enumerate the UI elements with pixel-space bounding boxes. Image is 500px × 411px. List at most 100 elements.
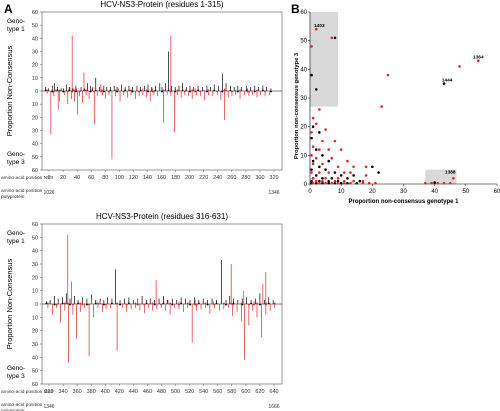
baseline-dot bbox=[169, 302, 171, 305]
x-tick-label: 120 bbox=[129, 175, 138, 181]
baseline-dot bbox=[72, 303, 74, 306]
scatter-point bbox=[333, 179, 337, 183]
baseline-dot bbox=[52, 90, 55, 93]
scatter-point bbox=[324, 176, 327, 180]
x-tick-label: 50 bbox=[462, 189, 469, 195]
scatter-point bbox=[327, 179, 331, 183]
baseline-dot bbox=[194, 303, 197, 306]
scatter-point bbox=[352, 165, 355, 169]
scatter-point bbox=[380, 105, 383, 108]
scatter-point bbox=[324, 168, 327, 171]
baseline-dot bbox=[145, 302, 148, 305]
scatter-point bbox=[430, 181, 433, 185]
scatter-point bbox=[349, 171, 352, 174]
x-axis-row1-label: amino-acid position NS3 bbox=[1, 389, 53, 395]
scatter-point bbox=[355, 181, 359, 185]
baseline-dot bbox=[94, 89, 97, 92]
baseline-dot bbox=[74, 90, 77, 93]
y-tick-label: 40 bbox=[300, 67, 307, 73]
baseline-dot bbox=[273, 302, 276, 305]
baseline-dot bbox=[99, 302, 102, 305]
baseline-dot bbox=[222, 302, 225, 305]
baseline-dot bbox=[139, 89, 142, 92]
baseline-dot bbox=[253, 90, 256, 93]
x-tick-label: 420 bbox=[115, 389, 124, 395]
scatter-point bbox=[333, 36, 337, 40]
x-tick-label: 340 bbox=[58, 389, 67, 395]
scatter-point bbox=[342, 181, 346, 185]
y-tick-label: 60 bbox=[32, 222, 38, 228]
polyprotein-end-label: 1346 bbox=[268, 190, 279, 196]
scatter-point bbox=[330, 176, 334, 180]
baseline-dot bbox=[250, 302, 252, 305]
baseline-dot bbox=[216, 90, 219, 93]
baseline-dot bbox=[264, 90, 266, 93]
baseline-dot bbox=[239, 89, 241, 92]
baseline-dot bbox=[134, 302, 137, 305]
baseline-dot bbox=[111, 302, 113, 305]
scatter-point bbox=[361, 181, 365, 185]
point-annotation: 1403 bbox=[314, 23, 325, 29]
scatter-point bbox=[448, 181, 452, 185]
scatter-point bbox=[311, 159, 315, 163]
baseline-dot bbox=[231, 90, 233, 93]
scatter-point bbox=[314, 148, 318, 151]
y-tick-label: 10 bbox=[32, 102, 38, 108]
x-tick-label: 100 bbox=[115, 175, 124, 181]
scatter-point bbox=[352, 179, 355, 183]
scatter-point bbox=[318, 131, 321, 134]
y-tick-label: 50 bbox=[300, 39, 307, 45]
y-tick-label: 20 bbox=[32, 115, 38, 121]
scatter-point bbox=[377, 171, 380, 174]
x-axis-row2-label-line1: amino-acid position bbox=[1, 188, 43, 194]
baseline-dot bbox=[178, 89, 180, 92]
baseline-dot bbox=[213, 303, 216, 306]
scatter-point bbox=[342, 179, 346, 183]
baseline-dot bbox=[204, 302, 207, 305]
y-tick-label: 0 bbox=[304, 182, 308, 188]
scatter-point bbox=[333, 181, 337, 185]
baseline-dot bbox=[46, 302, 49, 305]
baseline-dot bbox=[143, 303, 146, 306]
baseline-dot bbox=[166, 302, 169, 305]
baseline-dot bbox=[231, 303, 234, 306]
y-tick-label: 30 bbox=[32, 129, 38, 135]
scatter-point bbox=[321, 162, 324, 166]
x-tick-label: 540 bbox=[199, 389, 208, 395]
baseline-dot bbox=[109, 89, 112, 92]
x-tick-label: 60 bbox=[494, 189, 500, 195]
scatter-point bbox=[424, 181, 427, 185]
y-tick-label: 50 bbox=[32, 155, 38, 161]
baseline-dot bbox=[247, 303, 250, 306]
scatter-point bbox=[336, 181, 340, 185]
x-tick-label: 140 bbox=[143, 175, 152, 181]
baseline-dot bbox=[189, 303, 191, 306]
scatter-point bbox=[442, 181, 446, 185]
baseline-dot bbox=[178, 303, 180, 306]
baseline-dot bbox=[162, 302, 165, 305]
baseline-dot bbox=[174, 90, 177, 93]
x-tick-label: 500 bbox=[171, 389, 180, 395]
y-tick-label: 50 bbox=[32, 23, 38, 29]
baseline-dot bbox=[101, 89, 104, 92]
y-tick-label: 30 bbox=[32, 262, 38, 268]
scatter-point bbox=[333, 171, 337, 174]
x-tick-label: 60 bbox=[88, 175, 94, 181]
chart-ns3-residues-1-315: HCV-NS3-Protein (residues 1-315) Proporti… bbox=[1, 0, 283, 200]
scatter-point bbox=[330, 36, 334, 40]
genotype-1-label-line2: type 1 bbox=[7, 26, 25, 33]
baseline-dot bbox=[151, 302, 154, 305]
x-tick-label: 580 bbox=[227, 389, 236, 395]
scatter-point bbox=[342, 171, 346, 174]
scatter-point bbox=[311, 176, 315, 180]
baseline-dot bbox=[253, 303, 255, 306]
x-tick-label: 300 bbox=[255, 175, 264, 181]
x-tick-label: 440 bbox=[129, 389, 138, 395]
scatter-point bbox=[314, 179, 318, 183]
baseline-dot bbox=[199, 90, 202, 93]
scatter-point bbox=[318, 165, 321, 169]
x-tick-label: 600 bbox=[241, 389, 250, 395]
baseline-dot bbox=[51, 90, 54, 93]
y-axis-label: Proportion Non-Consensus bbox=[5, 46, 14, 137]
x-tick-label: 40 bbox=[74, 175, 80, 181]
